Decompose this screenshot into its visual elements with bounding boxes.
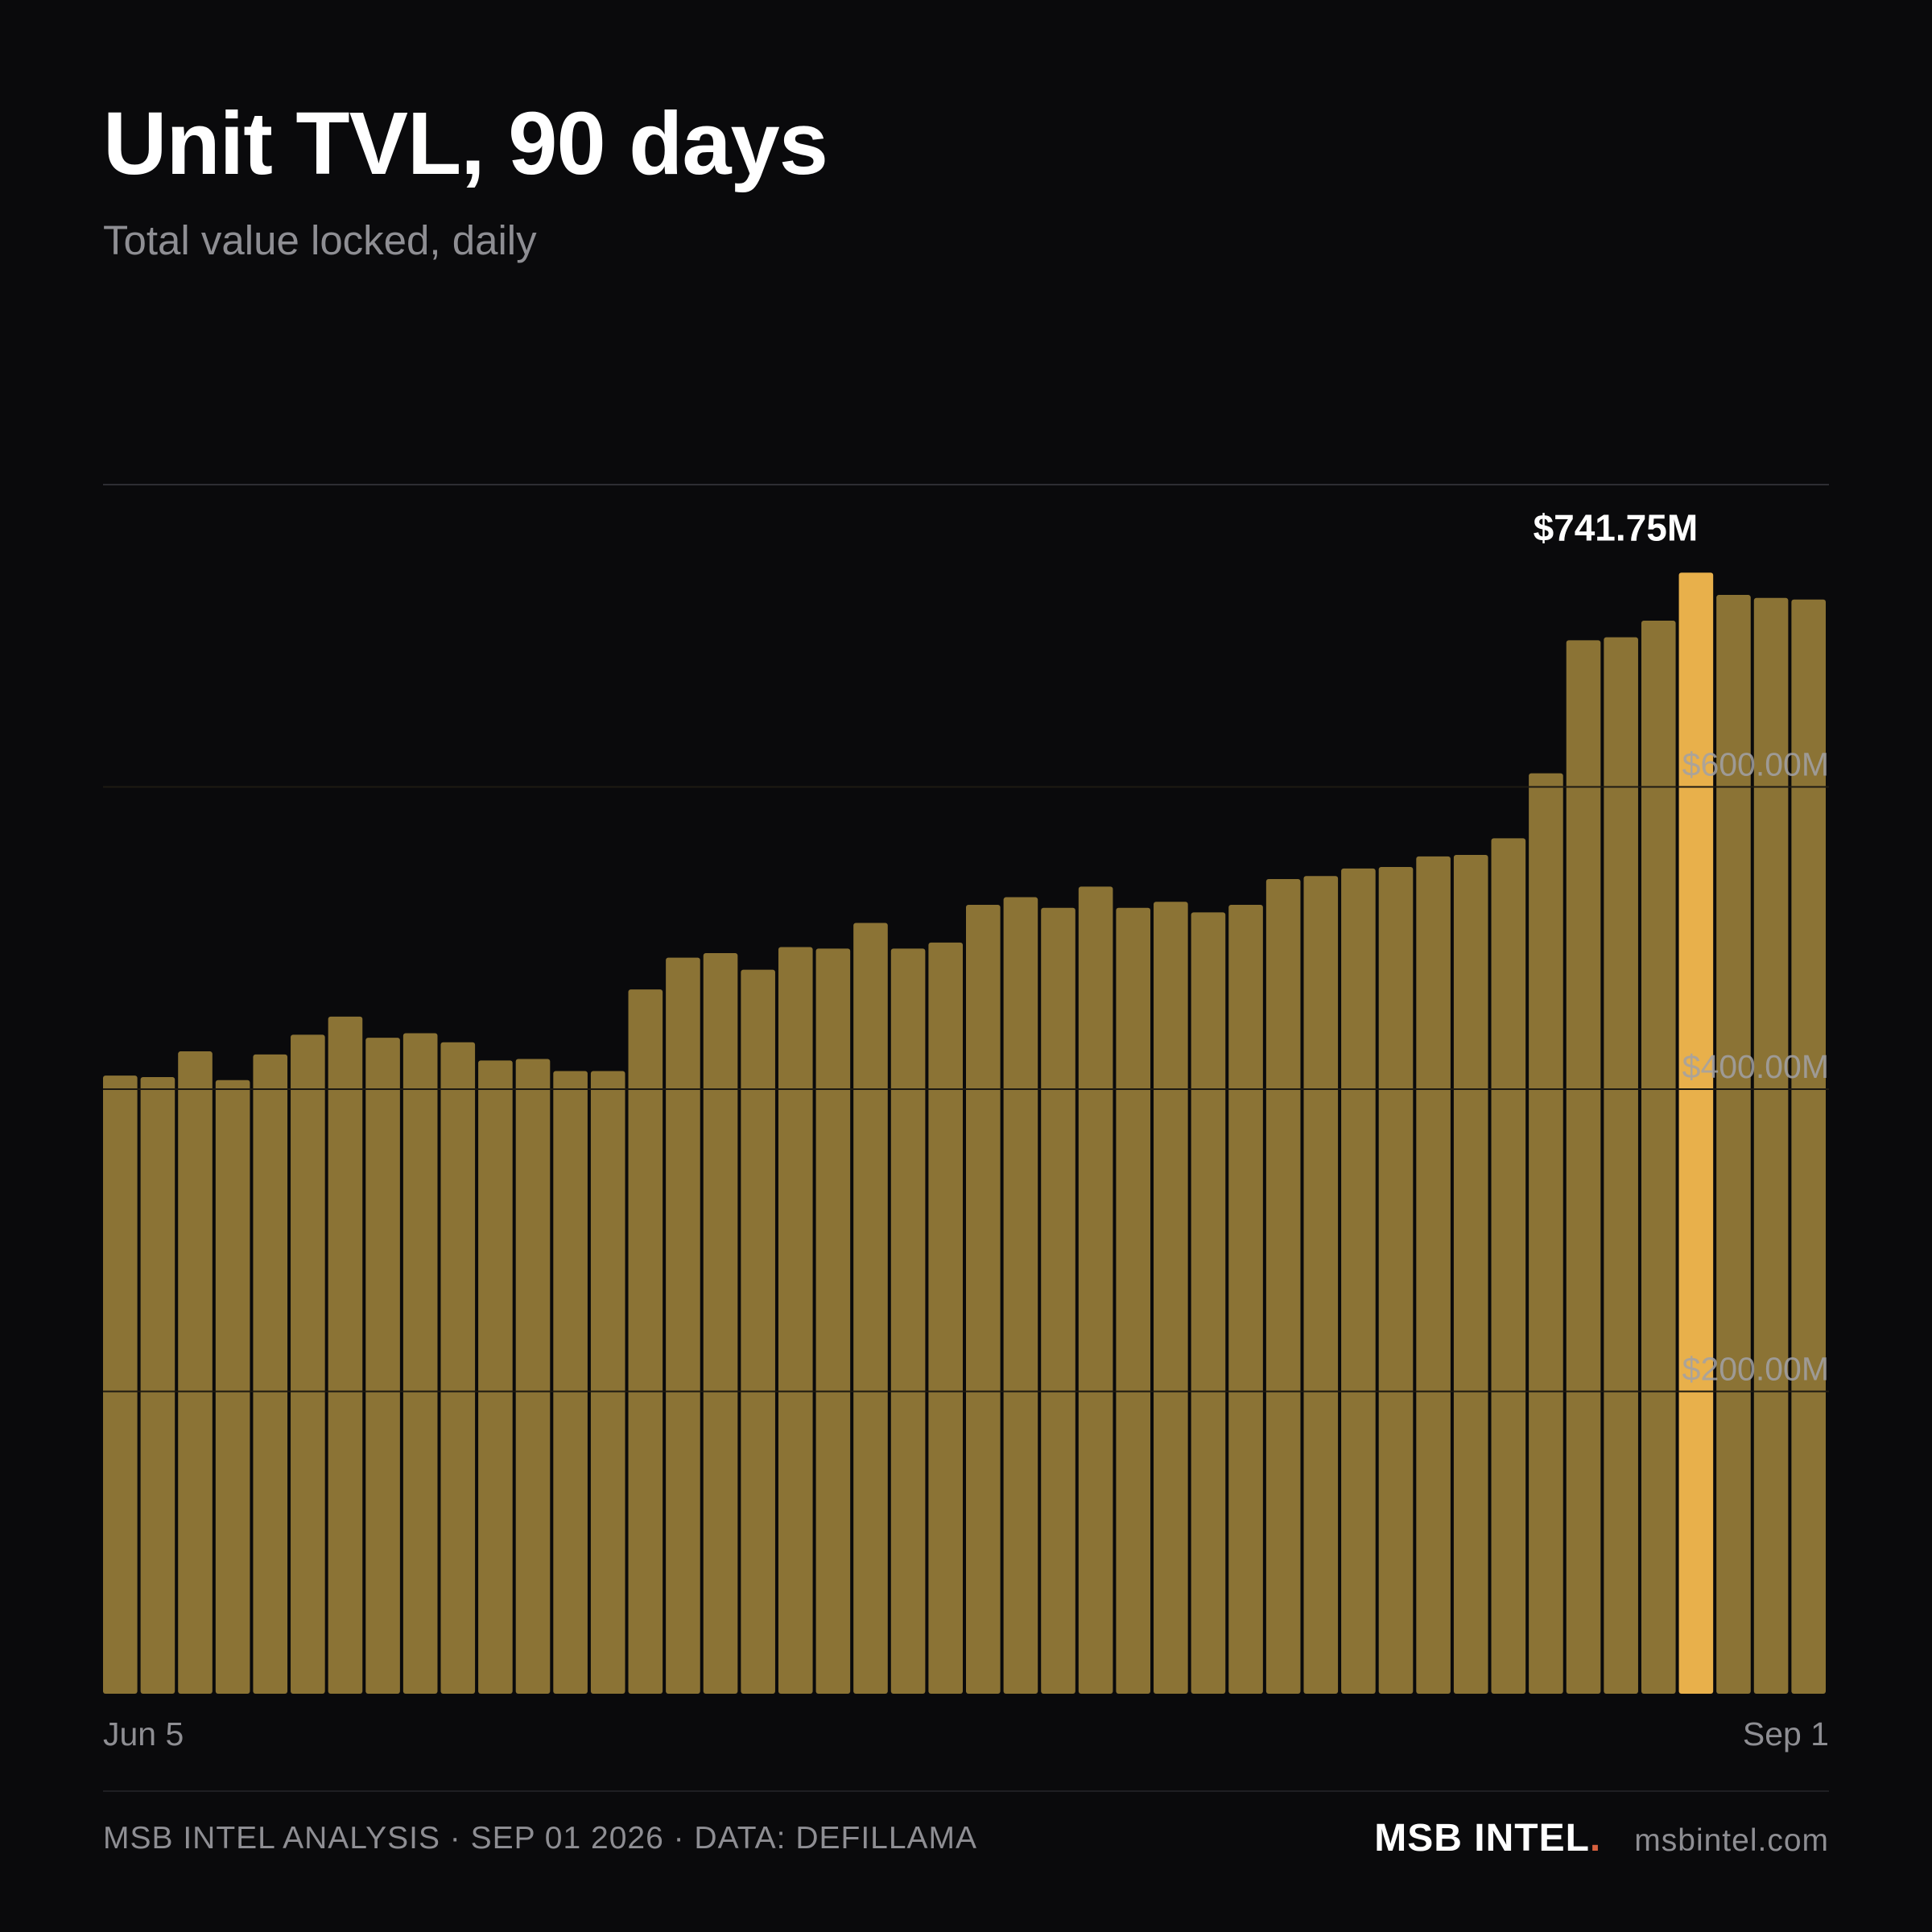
- bars-layer: [103, 572, 1826, 1695]
- bar: [402, 1033, 438, 1694]
- bar: [1116, 907, 1151, 1694]
- bar: [590, 1071, 625, 1694]
- bar: [966, 904, 1001, 1694]
- grid-layer: [103, 484, 1829, 1393]
- bar: [103, 1075, 138, 1694]
- bar: [1341, 868, 1376, 1694]
- brand-dot: .: [1589, 1817, 1601, 1860]
- bar: [328, 1016, 363, 1694]
- chart-subtitle: Total value locked, daily: [103, 217, 537, 263]
- bar: [553, 1071, 588, 1694]
- bar: [515, 1059, 551, 1694]
- bar: [1041, 907, 1075, 1694]
- bar: [853, 923, 888, 1694]
- bar: [1416, 856, 1451, 1694]
- bar: [1566, 640, 1601, 1694]
- bar: [1716, 595, 1751, 1694]
- bar: [1453, 854, 1488, 1694]
- bar: [440, 1042, 476, 1694]
- y-tick-label: $200.00M: [1682, 1351, 1829, 1388]
- bar: [1641, 620, 1676, 1694]
- bar: [1378, 867, 1414, 1694]
- bar: [178, 1051, 213, 1694]
- bar: [928, 942, 963, 1694]
- bar-highlight: [1678, 572, 1714, 1694]
- bar: [666, 957, 700, 1694]
- bar: [365, 1038, 400, 1694]
- bar: [1604, 637, 1638, 1694]
- bar: [253, 1054, 288, 1694]
- bar: [1529, 773, 1563, 1694]
- bar: [140, 1076, 175, 1694]
- chart-title: Unit TVL, 90 days: [103, 94, 828, 193]
- bar: [628, 989, 663, 1694]
- brand-name: MSB INTEL: [1374, 1817, 1590, 1860]
- bar: [1491, 838, 1526, 1694]
- bar: [1003, 897, 1038, 1694]
- bar: [741, 969, 775, 1694]
- bar: [1753, 597, 1789, 1694]
- bar: [890, 948, 926, 1694]
- footer-brand-block: MSB INTEL. msbintel.com: [1374, 1816, 1829, 1860]
- bar: [291, 1034, 325, 1694]
- bar: [778, 947, 813, 1694]
- x-tick-label-end: Sep 1: [1743, 1715, 1829, 1752]
- bar: [1078, 886, 1113, 1694]
- footer-divider: [103, 1790, 1829, 1792]
- y-tick-label: $400.00M: [1682, 1048, 1829, 1085]
- bar: [1191, 912, 1226, 1694]
- bar: [478, 1060, 513, 1694]
- bar: [1154, 902, 1188, 1694]
- bar: [1791, 599, 1826, 1695]
- bar: [1228, 904, 1263, 1694]
- bar: [1265, 879, 1301, 1694]
- highlight-value-label: $741.75M: [1534, 506, 1699, 548]
- bar: [1303, 876, 1339, 1694]
- x-tick-label-start: Jun 5: [103, 1715, 184, 1752]
- footer-source-line: MSB INTEL ANALYSIS · SEP 01 2026 · DATA:…: [103, 1821, 978, 1856]
- y-tick-label: $600.00M: [1682, 746, 1829, 783]
- brand-url[interactable]: msbintel.com: [1634, 1823, 1829, 1858]
- bar: [215, 1080, 250, 1694]
- bar: [703, 953, 738, 1694]
- bar: [815, 948, 851, 1694]
- labels-layer: $741.75M $200.00M $400.00M $600.00M Jun 5 Sep…: [103, 506, 1829, 1752]
